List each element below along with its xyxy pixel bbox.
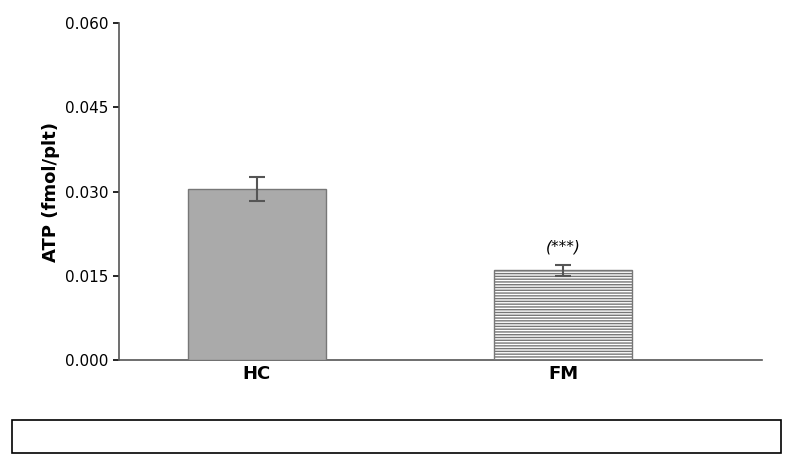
Bar <box>494 270 632 360</box>
Bar <box>188 189 326 360</box>
Y-axis label: ATP (fmol/plt): ATP (fmol/plt) <box>41 122 60 262</box>
Text: (***): (***) <box>545 240 580 255</box>
